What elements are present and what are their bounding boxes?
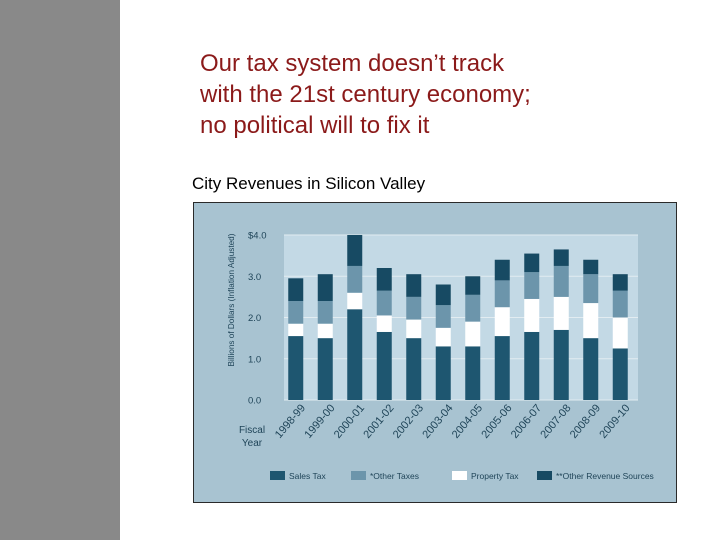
legend-label: *Other Taxes <box>370 471 419 481</box>
bar-segment <box>347 235 363 266</box>
bar-segment <box>406 319 422 339</box>
bar-segment <box>583 338 599 400</box>
bar-segment <box>583 259 599 275</box>
bar-segment <box>376 290 392 316</box>
x-tick-label: 1999-00 <box>302 402 337 441</box>
y-tick-label: 0.0 <box>248 396 261 407</box>
bar-segment <box>494 280 510 308</box>
x-tick-label: 2004-05 <box>450 402 485 441</box>
bar-segment <box>288 301 304 324</box>
slide-title-line-1: Our tax system doesn’t track <box>200 50 505 77</box>
bar-segment <box>583 303 599 339</box>
legend-label: Property Tax <box>471 471 519 481</box>
bar-segment <box>317 274 333 301</box>
x-tick-label: 2006-07 <box>509 402 544 441</box>
legend-swatch <box>452 471 467 480</box>
y-tick-label: 1.0 <box>248 354 261 365</box>
bar-segment <box>553 265 569 297</box>
bar-group <box>288 235 628 400</box>
x-axis-label-line-1: Fiscal <box>239 425 265 436</box>
y-tick-labels: 0.0 1.0 2.0 3.0 $4.0 <box>248 231 267 407</box>
bar-segment <box>406 296 422 320</box>
slide-title-line-2: with the 21st century economy; <box>200 81 531 108</box>
revenue-chart: 0.01.02.03.0$4.0 1998-991999-002000-0120… <box>227 231 654 482</box>
bar-segment <box>435 305 451 328</box>
bar-segment <box>612 317 628 349</box>
bar-segment <box>435 284 451 306</box>
bar-segment <box>583 274 599 304</box>
slide-sidebar <box>0 0 120 540</box>
bar-segment <box>524 298 540 332</box>
legend-label: **Other Revenue Sources <box>556 471 654 481</box>
bar-segment <box>288 278 304 301</box>
legend-label: Sales Tax <box>289 471 326 481</box>
bar-segment <box>317 301 333 324</box>
bar-segment <box>435 346 451 400</box>
bar-segment <box>406 338 422 400</box>
x-tick-label: 2005-06 <box>479 402 514 441</box>
chart-caption: City Revenues in Silicon Valley <box>192 174 426 193</box>
bar-segment <box>347 292 363 310</box>
bar-segment <box>406 274 422 297</box>
x-tick-labels: 1998-991999-002000-012001-022002-032003-… <box>273 402 633 441</box>
legend: Sales Tax *Other Taxes Property Tax **Other… <box>270 471 654 481</box>
gridlines <box>284 234 638 401</box>
bar-segment <box>288 323 304 337</box>
y-tick-label: 2.0 <box>248 313 261 324</box>
slide-title-line-3: no political will to fix it <box>200 112 430 139</box>
chart-frame: 0.0 1.0 2.0 3.0 $4.0 1998-99 1999-00 2000-01 20… <box>193 202 677 503</box>
bar-segment <box>553 329 569 400</box>
slide-title: Our tax system doesn’t track with the 21… <box>200 48 700 141</box>
bar-segment <box>465 294 481 322</box>
x-axis-label-line-2: Year <box>242 438 263 449</box>
y-axis-label: Billions of Dollars (Inflation Adjusted) <box>227 233 236 366</box>
bar-segment <box>524 331 540 400</box>
bar-segment <box>465 346 481 400</box>
bar-segment <box>494 259 510 281</box>
legend-swatch <box>537 471 552 480</box>
bar-segment <box>553 249 569 266</box>
x-tick-label: 2007-08 <box>538 402 573 441</box>
bar-segment <box>376 315 392 332</box>
bar-segment <box>612 274 628 291</box>
x-tick-label: 2002-03 <box>391 402 426 441</box>
x-tick-label: 2003-04 <box>420 402 455 441</box>
x-tick-label: 1998-99 <box>273 402 308 441</box>
x-tick-label: 2009-10 <box>597 402 632 441</box>
bar-segment <box>524 272 540 299</box>
bar-segment <box>317 323 333 339</box>
bar-segment <box>553 296 569 330</box>
bar-segment <box>376 268 392 291</box>
y-tick-label: $4.0 <box>248 231 267 242</box>
x-tick-label: 2001-02 <box>361 402 396 441</box>
bar-segment <box>465 276 481 295</box>
bar-segment <box>612 290 628 318</box>
x-tick-label: 2000-01 <box>332 402 367 441</box>
bar-segment <box>288 336 304 400</box>
x-tick-label: 2008-09 <box>568 402 603 441</box>
bar-segment <box>465 321 481 347</box>
bar-segment <box>612 348 628 400</box>
bar-segment <box>347 309 363 400</box>
legend-swatch <box>351 471 366 480</box>
legend-swatch <box>270 471 285 480</box>
bar-segment <box>317 338 333 400</box>
y-tick-label: 3.0 <box>248 272 261 283</box>
bar-segment <box>494 307 510 337</box>
bar-segment <box>347 265 363 293</box>
bar-segment <box>524 253 540 273</box>
bar-segment <box>494 336 510 400</box>
bar-segment <box>435 327 451 347</box>
bar-segment <box>376 331 392 400</box>
